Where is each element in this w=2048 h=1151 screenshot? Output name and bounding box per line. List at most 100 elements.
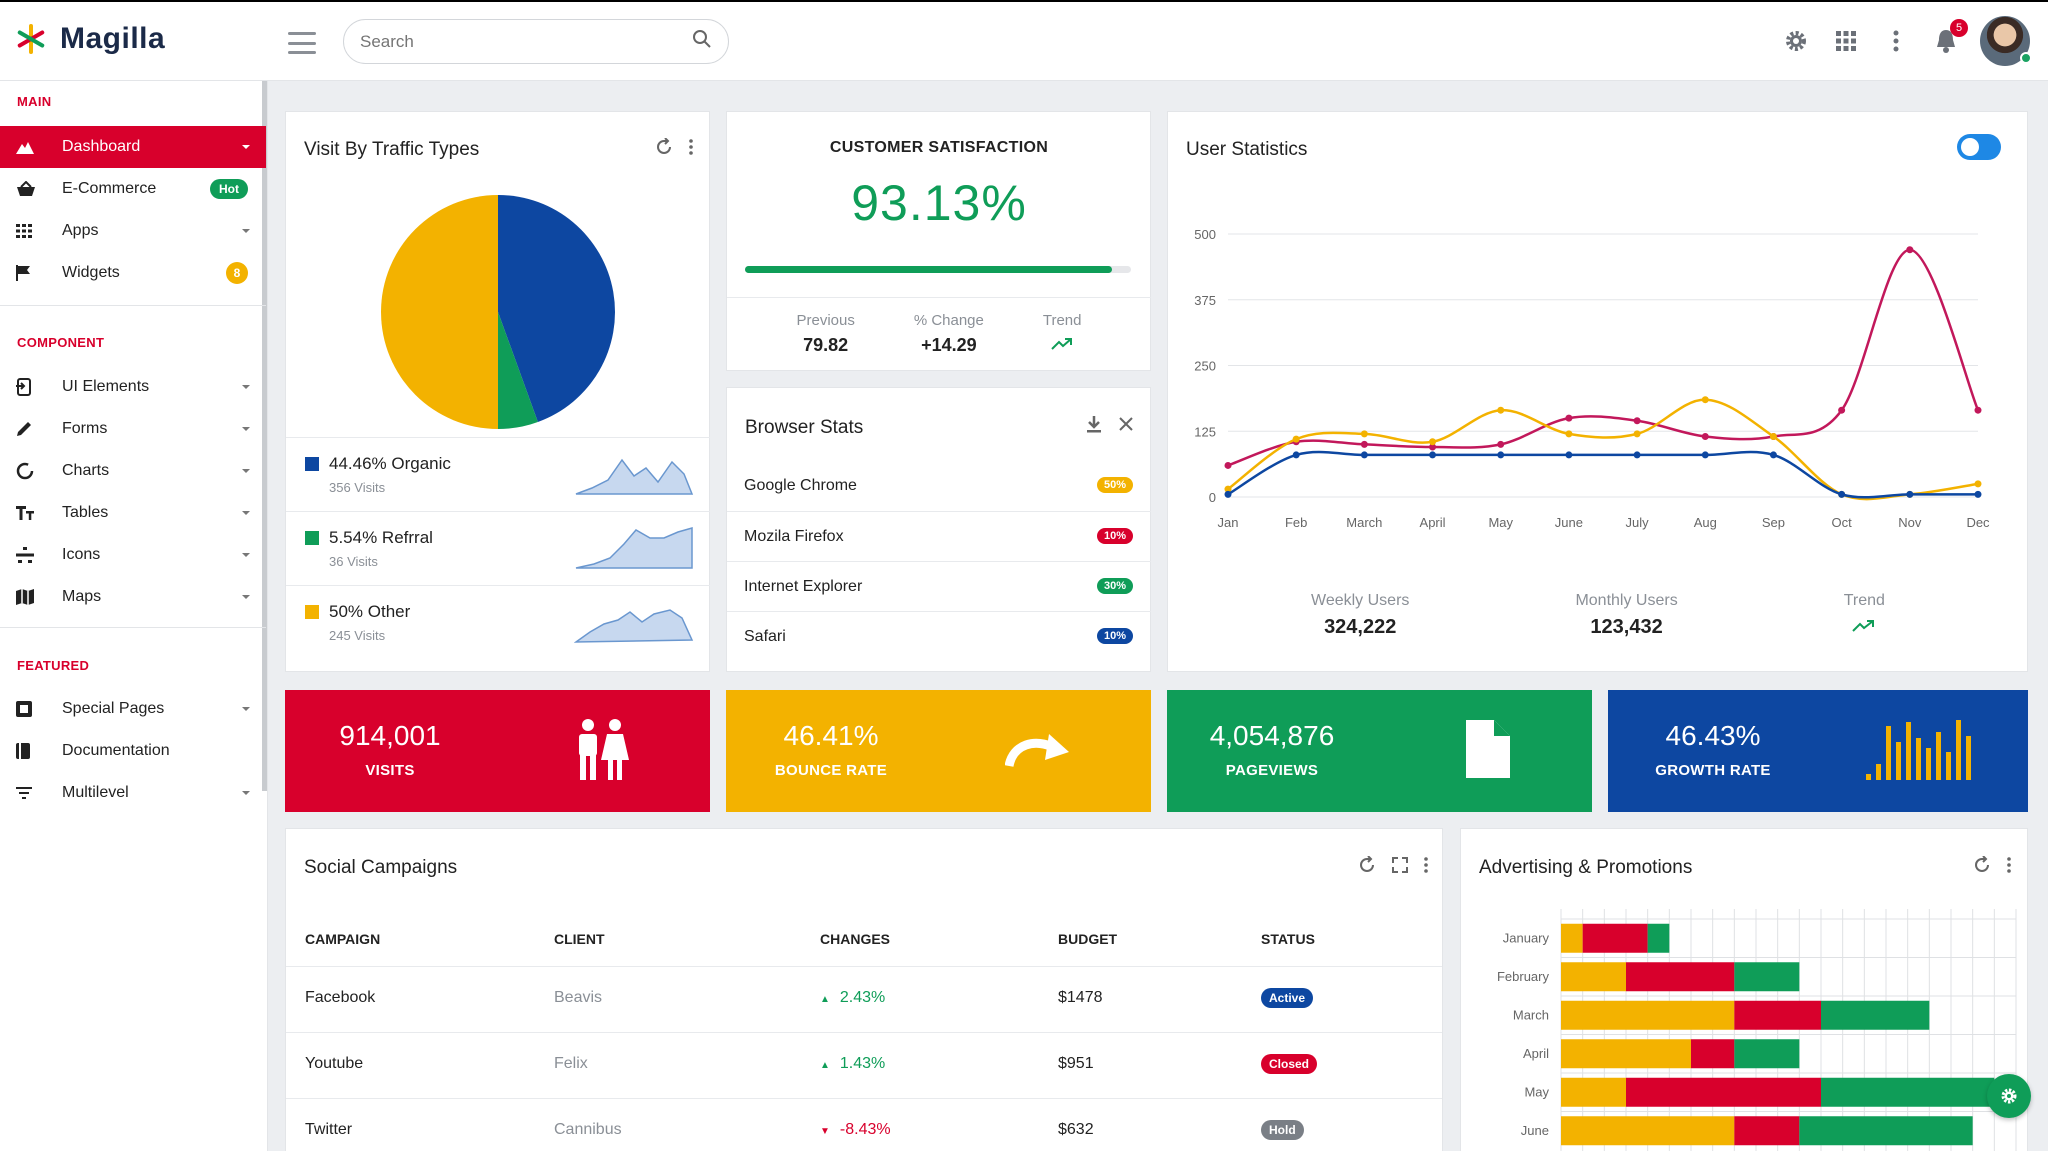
- search-input[interactable]: [360, 31, 660, 52]
- sidebar-item-documentation[interactable]: Documentation: [0, 730, 266, 772]
- sidebar-item-charts[interactable]: Charts: [0, 450, 266, 492]
- toggle-switch[interactable]: [1957, 134, 2001, 160]
- sidebar-item-icons[interactable]: Icons: [0, 534, 266, 576]
- sidebar-item-ui-elements[interactable]: UI Elements: [0, 366, 266, 408]
- y-tick-label: January: [1503, 930, 1550, 945]
- table-row[interactable]: Twitter Cannibus ▼ -8.43% $632 Hold: [286, 1098, 1442, 1151]
- column-header-budget[interactable]: BUDGET: [1058, 931, 1118, 947]
- sidebar-item-dashboard[interactable]: Dashboard: [0, 126, 266, 168]
- traffic-types-card: Visit By Traffic Types 44.46% Organic 35…: [285, 111, 710, 672]
- stat-value: 324,222: [1324, 616, 1397, 638]
- data-point: [1906, 490, 1914, 498]
- campaign-name: Twitter: [305, 1121, 353, 1138]
- chevron-down-icon: [242, 469, 250, 473]
- bar-segment: [1561, 1116, 1735, 1146]
- data-point: [1906, 246, 1914, 254]
- card-title: Advertising & Promotions: [1479, 857, 1693, 878]
- file-icon: [1462, 718, 1512, 785]
- arrow-up-icon: ▲: [820, 1060, 830, 1071]
- column-header-changes[interactable]: CHANGES: [820, 931, 891, 947]
- search-icon[interactable]: [692, 29, 712, 54]
- user-avatar[interactable]: [1980, 16, 2032, 66]
- card-title: Social Campaigns: [304, 857, 458, 878]
- tile-visits[interactable]: 914,001 VISITS: [285, 690, 710, 812]
- top-bar: Magilla 5: [0, 0, 2048, 81]
- satisfaction-progress-bar: [745, 266, 1131, 273]
- brand[interactable]: Magilla: [14, 22, 165, 56]
- pie-slice-other: [381, 195, 498, 429]
- shopping-basket-icon: [16, 179, 40, 199]
- user-statistics-line-chart: 0 125 250 375 500 Jan Feb March April May June July…: [1194, 227, 1990, 530]
- sidebar-item-tables[interactable]: Tables: [0, 492, 266, 534]
- tile-value: 46.41%: [783, 720, 879, 751]
- refresh-icon[interactable]: [655, 138, 673, 156]
- sidebar-item-apps[interactable]: Apps: [0, 210, 266, 252]
- sidebar-item-label: Apps: [62, 222, 99, 239]
- data-point: [1429, 443, 1437, 451]
- x-tick-label: April: [1420, 515, 1446, 530]
- more-vertical-icon[interactable]: [2007, 857, 2011, 873]
- column-header-status[interactable]: STATUS: [1261, 931, 1315, 947]
- traffic-visits: 245 Visits: [329, 628, 386, 643]
- bar-segment: [1561, 1039, 1691, 1069]
- more-vertical-icon[interactable]: [1424, 857, 1428, 873]
- bar-segment: [1734, 1116, 1800, 1146]
- table-row[interactable]: Youtube Felix ▲ 1.43% $951 Closed: [286, 1032, 1442, 1098]
- x-tick-label: June: [1555, 515, 1583, 530]
- x-tick-label: Feb: [1285, 515, 1307, 530]
- card-title: User Statistics: [1186, 139, 1308, 160]
- download-icon[interactable]: [1086, 415, 1102, 433]
- sidebar-item-ecommerce[interactable]: E-Commerce Hot: [0, 168, 266, 210]
- settings-fab-button[interactable]: [1987, 1074, 2031, 1118]
- refresh-icon[interactable]: [1358, 856, 1376, 874]
- data-point: [1633, 451, 1641, 459]
- notification-bell-icon[interactable]: 5: [1930, 19, 1968, 57]
- menu-toggle-icon[interactable]: [288, 32, 316, 54]
- sidebar-item-maps[interactable]: Maps: [0, 576, 266, 618]
- client-name: Cannibus: [554, 1121, 622, 1138]
- series-line-1: [1227, 398, 1979, 501]
- tile-growth-rate[interactable]: 46.43% GROWTH RATE: [1608, 690, 2028, 812]
- sidebar-item-label: Widgets: [62, 264, 120, 281]
- sidebar-item-multilevel[interactable]: Multilevel: [0, 772, 266, 814]
- sidebar-scrollbar[interactable]: [262, 81, 267, 791]
- customer-satisfaction-card: CUSTOMER SATISFACTION 93.13% Previous 79.…: [726, 111, 1151, 371]
- column-header-client[interactable]: CLIENT: [554, 931, 605, 947]
- bar-segment: [1626, 962, 1735, 992]
- data-point: [1701, 396, 1709, 404]
- x-tick-label: Jan: [1218, 515, 1239, 530]
- budget-value: $1478: [1058, 989, 1103, 1006]
- sidebar-item-label: Icons: [62, 546, 101, 563]
- apps-grid-icon[interactable]: [1830, 25, 1862, 57]
- data-point: [1360, 451, 1368, 459]
- table-icon: [16, 503, 40, 523]
- settings-gear-icon[interactable]: [1780, 25, 1812, 57]
- budget-value: $951: [1058, 1055, 1094, 1072]
- close-icon[interactable]: [1118, 416, 1134, 432]
- change-value: ▲ 1.43%: [820, 1055, 885, 1073]
- sparkline-organic: [575, 458, 694, 495]
- refresh-icon[interactable]: [1973, 856, 1991, 874]
- y-tick-label: 250: [1194, 359, 1216, 374]
- data-point: [1224, 485, 1232, 493]
- data-point: [1769, 451, 1777, 459]
- legend-swatch: [305, 531, 319, 545]
- sidebar-item-widgets[interactable]: Widgets 8: [0, 252, 266, 294]
- tile-bounce-rate[interactable]: 46.41% BOUNCE RATE: [726, 690, 1151, 812]
- column-header-campaign[interactable]: CAMPAIGN: [305, 931, 381, 947]
- sidebar-item-label: UI Elements: [62, 378, 150, 395]
- sidebar-divider: [0, 627, 266, 628]
- sidebar-item-label: E-Commerce: [62, 180, 157, 197]
- bar-segment: [1821, 1077, 1995, 1107]
- more-vertical-icon[interactable]: [689, 139, 693, 155]
- tile-pageviews[interactable]: 4,054,876 PAGEVIEWS: [1167, 690, 1592, 812]
- fullscreen-icon[interactable]: [1392, 857, 1408, 873]
- map-icon: [16, 587, 40, 607]
- sidebar-item-forms[interactable]: Forms: [0, 408, 266, 450]
- sidebar-item-special-pages[interactable]: Special Pages: [0, 688, 266, 730]
- more-vertical-icon[interactable]: [1880, 25, 1912, 57]
- tile-label: PAGEVIEWS: [1225, 762, 1319, 779]
- data-point: [1497, 440, 1505, 448]
- change-text: 1.43%: [839, 1055, 886, 1072]
- table-row[interactable]: Facebook Beavis ▲ 2.43% $1478 Active: [286, 966, 1442, 1032]
